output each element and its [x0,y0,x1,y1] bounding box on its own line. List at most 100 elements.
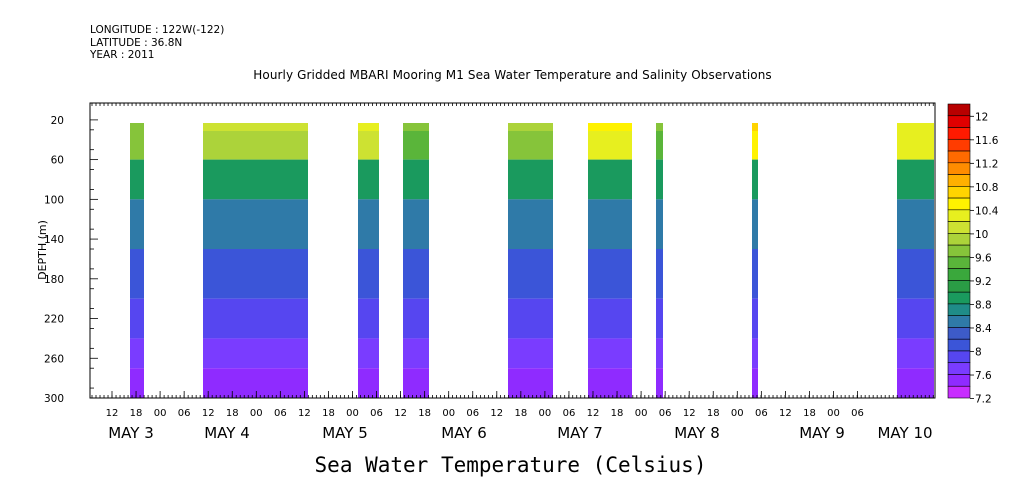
temperature-cell [403,199,429,250]
temperature-cell [203,338,308,369]
temperature-cell [403,368,429,398]
temperature-cell [130,368,144,398]
colorbar-cell [947,174,971,187]
variable-title-text: Sea Water Temperature (Celsius) [314,453,707,477]
temperature-cell [656,249,663,299]
data-segment [403,123,429,398]
colorbar-cell [947,256,971,269]
temperature-cell [203,368,308,398]
temperature-cell [203,249,308,299]
x-tick-label: 00 [346,408,359,419]
colorbar-cell [947,221,971,234]
colorbar-cell [947,209,971,222]
temperature-cell [203,298,308,339]
chart-title-text: Hourly Gridded MBARI Mooring M1 Sea Wate… [253,68,772,82]
temperature-cell [508,298,553,339]
data-segment [130,123,144,398]
y-tick-label: 180 [44,274,64,286]
y-tick-label: 300 [44,393,64,405]
temperature-cell [403,338,429,369]
x-tick-label: 18 [803,408,816,419]
x-day-label: MAY 10 [877,424,932,442]
temperature-cell [656,368,663,398]
temperature-cell [403,159,429,200]
temperature-cell [656,199,663,250]
y-tick-label: 220 [44,314,64,326]
colorbar-cell [947,268,971,281]
surface-cell [897,123,934,131]
x-tick-label: 12 [202,408,215,419]
colorbar-cell [947,362,971,375]
x-tick-label: 18 [226,408,239,419]
temperature-cell [358,123,379,160]
temperature-cell [897,249,934,299]
surface-cell [130,123,144,131]
colorbar-label: 8.8 [975,299,992,311]
chart-title: Hourly Gridded MBARI Mooring M1 Sea Wate… [0,68,1009,82]
temperature-cell [130,338,144,369]
metadata-block: LONGITUDE : 122W(-122) LATITUDE : 36.8N … [90,24,224,62]
temperature-cell [752,159,758,200]
x-tick-label: 00 [827,408,840,419]
colorbar-label: 8.4 [975,323,992,335]
data-segment [656,123,663,398]
x-day-label: MAY 9 [799,424,845,442]
temperature-cell [588,159,632,200]
x-day-label: MAY 8 [674,424,720,442]
x-day-label: MAY 6 [441,424,487,442]
temperature-cell [130,249,144,299]
surface-cell [403,123,429,131]
x-day-label: MAY 7 [557,424,603,442]
data-segment [897,123,934,398]
temperature-cell [358,368,379,398]
y-axis-label: DEPTH (m) [36,220,49,280]
data-segment [508,123,553,398]
x-tick-label: 00 [635,408,648,419]
temperature-cell [358,159,379,200]
temperature-cell [403,249,429,299]
colorbar-cell [947,385,971,399]
temperature-cell [130,123,144,160]
data-segment [358,123,379,398]
x-tick-label: 12 [394,408,407,419]
y-tick-label: 100 [44,194,64,206]
colorbar-cell [947,280,971,293]
temperature-cell [130,298,144,339]
colorbar-label: 7.2 [975,394,992,406]
colorbar-cell [947,138,971,152]
temperature-cell [358,199,379,250]
colorbar-cell [947,315,971,328]
x-tick-label: 18 [322,408,335,419]
colorbar-cell [947,350,971,364]
temperature-cell [752,298,758,339]
temperature-cell [752,249,758,299]
x-tick-label: 06 [755,408,768,419]
temperature-cell [358,249,379,299]
y-tick-label: 60 [51,155,64,167]
colorbar-label: 10.4 [975,205,999,217]
temperature-cell [588,298,632,339]
surface-cell [656,123,663,131]
colorbar-label: 9.6 [975,252,992,264]
colorbar-cell [947,150,971,164]
x-tick-label: 18 [418,408,431,419]
temperature-cell [508,199,553,250]
colorbar-cell [947,186,971,199]
data-segment [588,123,632,398]
temperature-cell [588,199,632,250]
temperature-cell [897,199,934,250]
data-segment [203,123,308,398]
x-tick-label: 06 [370,408,383,419]
colorbar-cell [947,115,971,128]
temperature-cell [130,159,144,200]
surface-cell [358,123,379,131]
colorbar-label: 11.2 [975,158,998,170]
temperature-cell [203,199,308,250]
x-day-label: MAY 3 [108,424,154,442]
temperature-cell [897,368,934,398]
x-tick-label: 00 [154,408,167,419]
colorbar-cell [947,338,971,352]
x-day-label: MAY 5 [322,424,368,442]
temperature-cell [752,368,758,398]
colorbar-cell [947,127,971,140]
